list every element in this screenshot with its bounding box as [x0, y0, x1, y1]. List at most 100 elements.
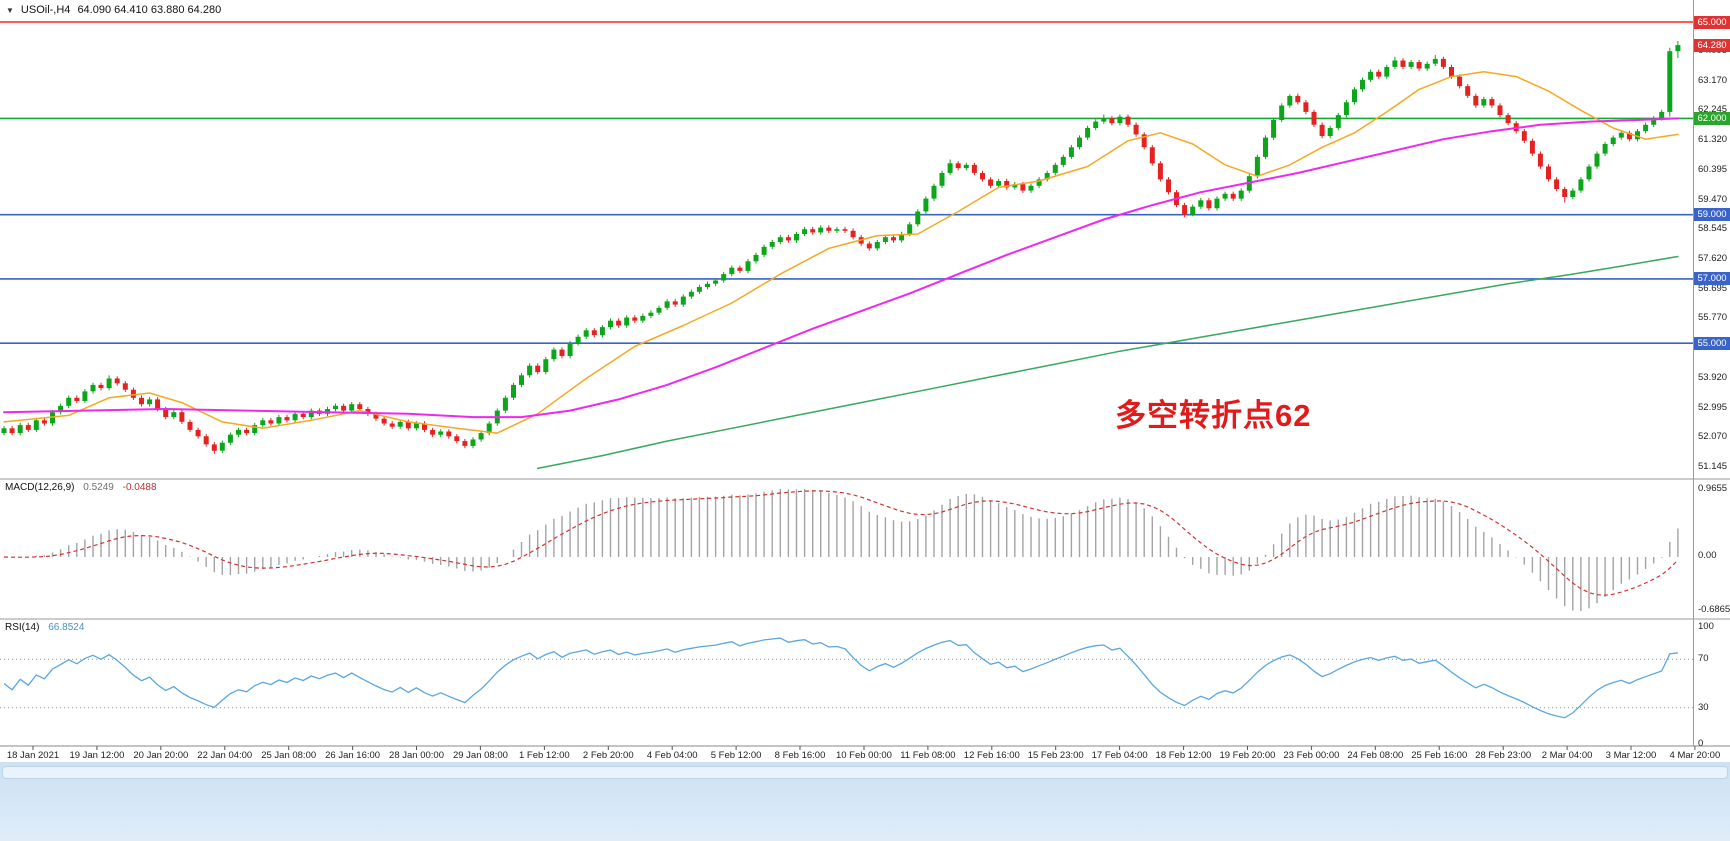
candle	[333, 405, 338, 409]
time-tick-label: 2 Mar 04:00	[1541, 750, 1593, 761]
candle	[486, 423, 492, 434]
candle	[292, 413, 298, 421]
candle	[1352, 89, 1357, 103]
candle	[446, 431, 452, 437]
candle	[963, 164, 969, 169]
candle	[1109, 118, 1115, 124]
time-tick-label: 3 Mar 12:00	[1605, 750, 1657, 761]
candle	[680, 296, 686, 305]
macd-tick-label: 0.9655	[1698, 483, 1728, 494]
candle	[1384, 67, 1390, 77]
candle	[1343, 102, 1349, 116]
candle	[1222, 193, 1228, 199]
candle	[195, 429, 201, 437]
candle	[98, 384, 104, 389]
candle	[276, 417, 282, 424]
candle	[656, 307, 662, 313]
ohlc-values-label: 64.090 64.410 63.880 64.280	[77, 4, 222, 16]
macd-signal-line	[3, 490, 1679, 596]
candle	[341, 405, 347, 411]
candle	[559, 349, 565, 356]
rsi-name: RSI(14)	[5, 622, 40, 633]
candle	[25, 425, 31, 430]
candle	[1052, 164, 1058, 173]
candle	[1424, 63, 1430, 69]
time-tick-label: 19 Feb 20:00	[1219, 750, 1276, 761]
candle	[1643, 124, 1649, 132]
candle	[405, 421, 411, 429]
candle	[648, 312, 654, 316]
horizontal-scrollbar[interactable]	[2, 766, 1728, 779]
candle	[753, 254, 759, 262]
chart-canvas[interactable]	[0, 0, 1730, 762]
candle	[17, 425, 23, 434]
candle	[939, 173, 945, 186]
rsi-tick-label: 100	[1698, 621, 1714, 632]
candle	[1125, 116, 1131, 125]
candle	[1667, 51, 1673, 112]
candle	[1408, 62, 1414, 67]
candle	[1182, 205, 1188, 215]
candle	[1190, 206, 1196, 215]
candle	[785, 237, 791, 241]
candle	[1586, 166, 1592, 180]
candle	[389, 423, 395, 427]
candle	[114, 378, 120, 384]
candle	[1279, 105, 1285, 120]
time-tick-label: 17 Feb 04:00	[1091, 750, 1148, 761]
macd-name: MACD(12,26,9)	[5, 482, 75, 493]
time-tick-label: 29 Jan 08:00	[452, 750, 508, 761]
candle	[1537, 153, 1543, 167]
candle	[33, 420, 39, 430]
candle	[1319, 124, 1325, 136]
candle	[66, 397, 72, 406]
candle	[82, 391, 88, 401]
time-tick-label: 18 Feb 12:00	[1155, 750, 1212, 761]
candle	[203, 436, 209, 445]
candle	[794, 234, 799, 241]
candle	[1141, 134, 1147, 148]
price-level-badge: 59.000	[1694, 208, 1730, 222]
candle	[1481, 99, 1487, 106]
candle	[761, 246, 767, 255]
price-tick-label: 60.395	[1698, 163, 1728, 175]
candle	[616, 320, 622, 326]
candle	[1457, 76, 1463, 87]
price-level-badge: 55.000	[1694, 336, 1730, 350]
candle	[850, 230, 856, 238]
candle	[1230, 193, 1236, 199]
candle	[470, 439, 476, 446]
candle	[155, 399, 161, 409]
candle	[74, 397, 80, 401]
candle	[462, 441, 468, 446]
candle	[1101, 118, 1107, 122]
candle	[737, 267, 743, 271]
candle	[988, 179, 994, 186]
candle	[543, 359, 549, 372]
chart-dropdown-icon[interactable]: ▼	[6, 5, 14, 15]
candle	[915, 211, 921, 225]
candle	[1416, 62, 1422, 69]
candle	[591, 330, 597, 336]
candle	[1020, 184, 1026, 191]
chart-window: ▼ USOil-,H4 64.090 64.410 63.880 64.280 …	[0, 0, 1730, 762]
price-tick-label: 55.770	[1698, 312, 1728, 324]
candle	[1263, 137, 1268, 157]
candle	[1489, 99, 1495, 106]
time-tick-label: 28 Feb 23:00	[1475, 750, 1532, 761]
candle	[1085, 128, 1091, 138]
candle	[1521, 131, 1527, 141]
candle	[769, 242, 775, 247]
candle	[50, 412, 55, 424]
candle	[931, 185, 937, 199]
price-level-badge: 65.000	[1694, 15, 1730, 29]
candle	[1077, 137, 1082, 148]
price-tick-label: 53.920	[1698, 371, 1728, 383]
candle	[745, 261, 751, 271]
candle	[640, 315, 646, 321]
candle	[1012, 184, 1018, 188]
candle	[1335, 115, 1341, 128]
candle	[1149, 147, 1155, 164]
candle	[899, 234, 905, 241]
time-tick-label: 4 Mar 20:00	[1669, 750, 1721, 761]
